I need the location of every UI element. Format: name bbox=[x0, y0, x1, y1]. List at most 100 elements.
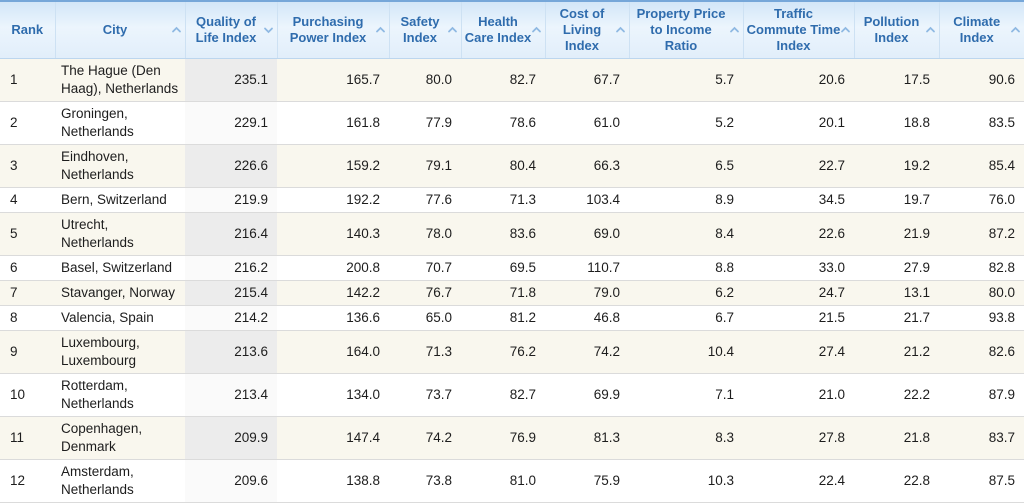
cell-city: Amsterdam, Netherlands bbox=[55, 459, 185, 503]
cell-rank: 1 bbox=[0, 58, 55, 102]
cell-col: 46.8 bbox=[545, 305, 629, 331]
cell-poll: 22.8 bbox=[854, 459, 939, 503]
table-row: 3 Eindhoven, Netherlands 226.6 159.2 79.1 80.… bbox=[0, 144, 1024, 188]
cell-hc: 80.4 bbox=[461, 144, 545, 188]
cell-rank: 2 bbox=[0, 101, 55, 145]
cell-hc: 82.7 bbox=[461, 373, 545, 417]
column-header-ppir[interactable]: Property Price to Income Ratio bbox=[629, 0, 744, 59]
cell-ppir: 7.1 bbox=[629, 373, 743, 417]
cell-hc: 71.8 bbox=[461, 280, 545, 306]
cell-clim: 85.4 bbox=[939, 144, 1024, 188]
cell-rank: 8 bbox=[0, 305, 55, 331]
table-header-row: Rank City Quality of Life Index Purchasing … bbox=[0, 0, 1024, 59]
cell-safety: 77.9 bbox=[389, 101, 461, 145]
cell-rank: 11 bbox=[0, 416, 55, 460]
cell-poll: 21.8 bbox=[854, 416, 939, 460]
table-row: 12 Amsterdam, Netherlands 209.6 138.8 73.8 81… bbox=[0, 459, 1024, 503]
column-header-label: Traffic Commute Time Index bbox=[746, 6, 841, 53]
cell-qol: 209.9 bbox=[185, 416, 277, 460]
cell-col: 61.0 bbox=[545, 101, 629, 145]
cell-clim: 83.7 bbox=[939, 416, 1024, 460]
cell-qol: 235.1 bbox=[185, 58, 277, 102]
cell-ppir: 5.7 bbox=[629, 58, 743, 102]
column-header-qol[interactable]: Quality of Life Index bbox=[185, 0, 278, 59]
cell-clim: 76.0 bbox=[939, 187, 1024, 213]
cell-qol: 215.4 bbox=[185, 280, 277, 306]
column-header-label: Purchasing Power Index bbox=[289, 14, 367, 45]
chevron-up-icon bbox=[171, 26, 182, 34]
cell-rank: 5 bbox=[0, 212, 55, 256]
chevron-up-icon bbox=[729, 26, 740, 34]
cell-safety: 74.2 bbox=[389, 416, 461, 460]
cell-qol: 214.2 bbox=[185, 305, 277, 331]
chevron-up-icon bbox=[447, 26, 458, 34]
cell-qol: 209.6 bbox=[185, 459, 277, 503]
cell-pp: 138.8 bbox=[277, 459, 389, 503]
cell-rank: 3 bbox=[0, 144, 55, 188]
cell-poll: 19.7 bbox=[854, 187, 939, 213]
column-header-hc[interactable]: Health Care Index bbox=[461, 0, 546, 59]
cell-col: 79.0 bbox=[545, 280, 629, 306]
cell-safety: 65.0 bbox=[389, 305, 461, 331]
cell-hc: 71.3 bbox=[461, 187, 545, 213]
column-header-label: Quality of Life Index bbox=[195, 14, 257, 45]
cell-city: Luxembourg, Luxembourg bbox=[55, 330, 185, 374]
cell-ppir: 8.3 bbox=[629, 416, 743, 460]
cell-pp: 161.8 bbox=[277, 101, 389, 145]
cell-clim: 93.8 bbox=[939, 305, 1024, 331]
cell-hc: 81.2 bbox=[461, 305, 545, 331]
column-header-rank: Rank bbox=[0, 0, 56, 59]
cell-tct: 22.7 bbox=[743, 144, 854, 188]
column-header-safety[interactable]: Safety Index bbox=[389, 0, 462, 59]
table-row: 6 Basel, Switzerland 216.2 200.8 70.7 69.5 110… bbox=[0, 255, 1024, 281]
cell-safety: 77.6 bbox=[389, 187, 461, 213]
cell-city: Bern, Switzerland bbox=[55, 187, 185, 213]
cell-qol: 226.6 bbox=[185, 144, 277, 188]
column-header-poll[interactable]: Pollution Index bbox=[854, 0, 940, 59]
column-header-tct[interactable]: Traffic Commute Time Index bbox=[743, 0, 855, 59]
cell-ppir: 8.9 bbox=[629, 187, 743, 213]
cell-col: 81.3 bbox=[545, 416, 629, 460]
chevron-up-icon bbox=[1010, 26, 1021, 34]
cell-hc: 69.5 bbox=[461, 255, 545, 281]
column-header-label: Safety Index bbox=[400, 14, 440, 45]
column-header-col[interactable]: Cost of Living Index bbox=[545, 0, 630, 59]
cell-city: The Hague (Den Haag), Netherlands bbox=[55, 58, 185, 102]
table-row: 5 Utrecht, Netherlands 216.4 140.3 78.0 83.6 6… bbox=[0, 212, 1024, 256]
cell-ppir: 10.4 bbox=[629, 330, 743, 374]
cell-poll: 13.1 bbox=[854, 280, 939, 306]
column-header-pp[interactable]: Purchasing Power Index bbox=[277, 0, 390, 59]
table-row: 1 The Hague (Den Haag), Netherlands 235.1 1… bbox=[0, 58, 1024, 102]
cell-pp: 165.7 bbox=[277, 58, 389, 102]
cell-tct: 20.6 bbox=[743, 58, 854, 102]
table-row: 2 Groningen, Netherlands 229.1 161.8 77.9 78.… bbox=[0, 101, 1024, 145]
cell-ppir: 6.5 bbox=[629, 144, 743, 188]
column-header-clim[interactable]: Climate Index bbox=[939, 0, 1024, 59]
chevron-up-icon bbox=[531, 26, 542, 34]
cell-qol: 213.6 bbox=[185, 330, 277, 374]
cell-safety: 73.7 bbox=[389, 373, 461, 417]
cell-safety: 80.0 bbox=[389, 58, 461, 102]
table-row: 7 Stavanger, Norway 215.4 142.2 76.7 71.8 79.0… bbox=[0, 280, 1024, 306]
cell-tct: 22.6 bbox=[743, 212, 854, 256]
table-row: 9 Luxembourg, Luxembourg 213.6 164.0 71.3 76.… bbox=[0, 330, 1024, 374]
cell-ppir: 6.2 bbox=[629, 280, 743, 306]
cell-hc: 81.0 bbox=[461, 459, 545, 503]
cell-poll: 27.9 bbox=[854, 255, 939, 281]
column-header-label: City bbox=[102, 22, 128, 37]
cell-pp: 140.3 bbox=[277, 212, 389, 256]
cell-rank: 10 bbox=[0, 373, 55, 417]
cell-col: 75.9 bbox=[545, 459, 629, 503]
cell-ppir: 6.7 bbox=[629, 305, 743, 331]
column-header-city[interactable]: City bbox=[55, 0, 186, 59]
column-header-label: Climate Index bbox=[953, 14, 1001, 45]
cell-qol: 216.4 bbox=[185, 212, 277, 256]
cell-qol: 213.4 bbox=[185, 373, 277, 417]
cell-poll: 18.8 bbox=[854, 101, 939, 145]
cell-ppir: 8.8 bbox=[629, 255, 743, 281]
cell-pp: 142.2 bbox=[277, 280, 389, 306]
cell-safety: 78.0 bbox=[389, 212, 461, 256]
cell-rank: 7 bbox=[0, 280, 55, 306]
cell-qol: 216.2 bbox=[185, 255, 277, 281]
